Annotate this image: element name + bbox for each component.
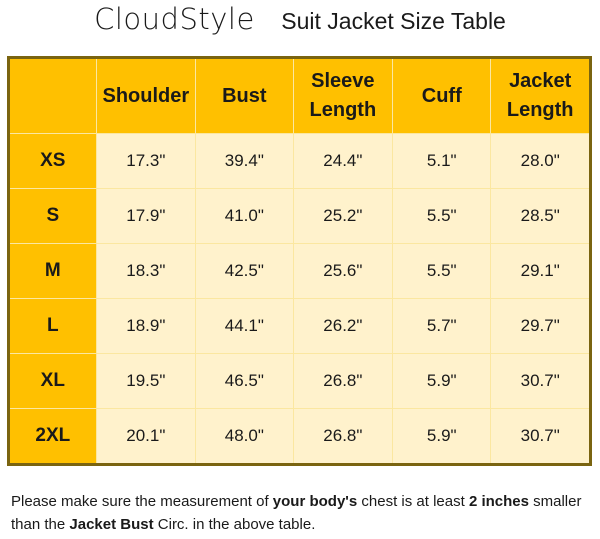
size-label: M — [8, 243, 97, 299]
size-label: XS — [8, 133, 97, 189]
measurement-cell: 48.0" — [195, 408, 294, 465]
table-row: XS 17.3" 39.4" 24.4" 5.1" 28.0" — [8, 133, 591, 189]
measurement-cell: 30.7" — [490, 408, 591, 465]
table-title: Suit Jacket Size Table — [281, 8, 506, 34]
size-table: Shoulder Bust Sleeve Length Cuff Jacket Leng… — [7, 56, 592, 466]
measurement-cell: 20.1" — [95, 408, 197, 465]
measurement-cell: 17.9" — [95, 188, 197, 244]
column-header: Bust — [195, 57, 294, 134]
measurement-cell: 26.2" — [292, 298, 394, 354]
column-header — [8, 57, 97, 134]
page-title: CloudStyle Suit Jacket Size Table — [0, 2, 600, 42]
note-text: 2 inches — [468, 493, 529, 510]
table-row: XL 19.5" 46.5" 26.8" 5.9" 30.7" — [8, 353, 591, 409]
measurement-cell: 29.1" — [490, 243, 591, 299]
measurement-cell: 5.9" — [392, 353, 492, 409]
measurement-cell: 30.7" — [490, 353, 591, 409]
column-header: Shoulder — [95, 57, 197, 134]
note-text: Jacket Bust — [69, 516, 154, 533]
measurement-cell: 18.3" — [95, 243, 197, 299]
size-label: L — [8, 298, 97, 354]
table-row: M 18.3" 42.5" 25.6" 5.5" 29.1" — [8, 243, 591, 299]
table-row: 2XL 20.1" 48.0" 26.8" 5.9" 30.7" — [8, 408, 591, 465]
measurement-cell: 25.6" — [292, 243, 394, 299]
note-text: Please make sure the measurement of — [11, 493, 273, 510]
measurement-cell: 26.8" — [292, 353, 394, 409]
size-label: 2XL — [8, 408, 97, 465]
measurement-cell: 5.5" — [392, 243, 492, 299]
measurement-cell: 17.3" — [95, 133, 197, 189]
measurement-cell: 25.2" — [292, 188, 394, 244]
measurement-cell: 41.0" — [195, 188, 294, 244]
measurement-cell: 46.5" — [195, 353, 294, 409]
measurement-cell: 42.5" — [195, 243, 294, 299]
size-label: S — [8, 188, 97, 244]
measurement-cell: 44.1" — [195, 298, 294, 354]
measurement-cell: 24.4" — [292, 133, 394, 189]
column-header: Cuff — [392, 57, 492, 134]
note-text: smaller than the — [11, 493, 582, 533]
measurement-cell: 5.5" — [392, 188, 492, 244]
measurement-cell: 5.7" — [392, 298, 492, 354]
note-text: chest is at least — [357, 493, 469, 510]
measurement-note: Please make sure the measurement of your… — [11, 490, 596, 536]
measurement-cell: 19.5" — [95, 353, 197, 409]
measurement-cell: 5.1" — [392, 133, 492, 189]
table-row: L 18.9" 44.1" 26.2" 5.7" 29.7" — [8, 298, 591, 354]
measurement-cell: 26.8" — [292, 408, 394, 465]
measurement-cell: 5.9" — [392, 408, 492, 465]
size-label: XL — [8, 353, 97, 409]
note-text: Circ. in the above table. — [153, 516, 316, 533]
measurement-cell: 39.4" — [195, 133, 294, 189]
measurement-cell: 18.9" — [95, 298, 197, 354]
brand-logo: CloudStyle — [94, 2, 255, 36]
column-header: Sleeve Length — [292, 57, 394, 134]
column-header: Jacket Length — [490, 57, 591, 134]
note-text: your body's — [272, 493, 358, 510]
table-row: S 17.9" 41.0" 25.2" 5.5" 28.5" — [8, 188, 591, 244]
header-row: Shoulder Bust Sleeve Length Cuff Jacket Leng… — [8, 57, 591, 134]
measurement-cell: 28.0" — [490, 133, 591, 189]
measurement-cell: 29.7" — [490, 298, 591, 354]
measurement-cell: 28.5" — [490, 188, 591, 244]
